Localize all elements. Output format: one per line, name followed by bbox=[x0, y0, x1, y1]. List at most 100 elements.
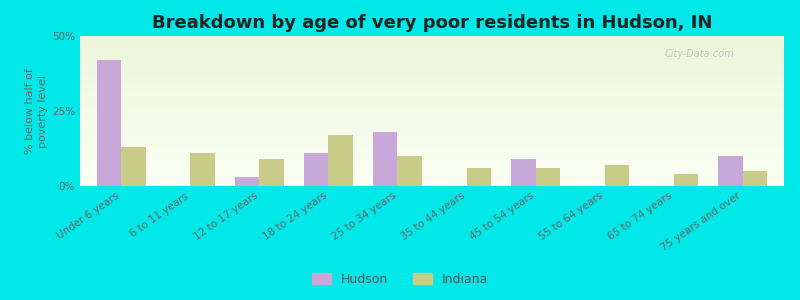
Bar bbox=[80, 177, 784, 178]
Bar bbox=[80, 84, 784, 86]
Bar bbox=[80, 110, 784, 111]
Bar bbox=[80, 158, 784, 159]
Bar bbox=[122, 147, 146, 186]
Bar bbox=[80, 138, 784, 140]
Bar bbox=[80, 40, 784, 42]
Bar bbox=[80, 141, 784, 142]
Bar bbox=[80, 174, 784, 176]
Bar bbox=[80, 116, 784, 117]
Bar bbox=[80, 78, 784, 80]
Bar bbox=[80, 128, 784, 129]
Bar bbox=[80, 122, 784, 123]
Bar bbox=[742, 171, 766, 186]
Bar bbox=[80, 148, 784, 150]
Bar bbox=[80, 45, 784, 46]
Bar bbox=[80, 70, 784, 72]
Bar bbox=[80, 54, 784, 56]
Bar bbox=[80, 82, 784, 84]
Bar bbox=[80, 112, 784, 114]
Bar bbox=[80, 159, 784, 160]
Bar bbox=[80, 61, 784, 63]
Bar bbox=[80, 140, 784, 141]
Bar bbox=[80, 66, 784, 68]
Bar bbox=[80, 156, 784, 158]
Bar bbox=[80, 105, 784, 106]
Bar bbox=[80, 102, 784, 104]
Bar bbox=[80, 103, 784, 105]
Bar bbox=[718, 156, 742, 186]
Bar bbox=[80, 38, 784, 39]
Bar bbox=[80, 63, 784, 64]
Bar bbox=[80, 50, 784, 51]
Bar bbox=[80, 39, 784, 40]
Bar bbox=[80, 184, 784, 186]
Bar bbox=[80, 74, 784, 75]
Bar bbox=[80, 176, 784, 177]
Bar bbox=[80, 48, 784, 50]
Bar bbox=[80, 130, 784, 132]
Bar bbox=[80, 56, 784, 57]
Bar bbox=[80, 80, 784, 81]
Bar bbox=[80, 92, 784, 93]
Bar bbox=[80, 90, 784, 92]
Bar bbox=[80, 129, 784, 130]
Bar bbox=[235, 177, 259, 186]
Bar bbox=[80, 60, 784, 61]
Bar bbox=[80, 172, 784, 174]
Bar bbox=[80, 72, 784, 74]
Bar bbox=[605, 165, 629, 186]
Bar bbox=[80, 147, 784, 148]
Bar bbox=[304, 153, 329, 186]
Bar bbox=[80, 87, 784, 88]
Bar bbox=[80, 168, 784, 170]
Bar bbox=[80, 134, 784, 135]
Bar bbox=[80, 36, 784, 38]
Bar bbox=[80, 94, 784, 96]
Bar bbox=[80, 99, 784, 100]
Bar bbox=[80, 183, 784, 184]
Legend: Hudson, Indiana: Hudson, Indiana bbox=[307, 268, 493, 291]
Bar bbox=[80, 164, 784, 165]
Bar bbox=[80, 46, 784, 48]
Bar bbox=[80, 144, 784, 146]
Bar bbox=[80, 132, 784, 134]
Bar bbox=[80, 76, 784, 78]
Bar bbox=[374, 132, 398, 186]
Bar bbox=[80, 160, 784, 162]
Bar bbox=[80, 162, 784, 164]
Bar bbox=[98, 60, 122, 186]
Bar bbox=[80, 58, 784, 60]
Bar bbox=[80, 51, 784, 52]
Bar bbox=[80, 93, 784, 94]
Bar bbox=[80, 167, 784, 168]
Bar bbox=[80, 120, 784, 122]
Bar bbox=[80, 85, 784, 87]
Bar bbox=[80, 81, 784, 82]
Title: Breakdown by age of very poor residents in Hudson, IN: Breakdown by age of very poor residents … bbox=[152, 14, 712, 32]
Bar bbox=[80, 117, 784, 118]
Bar bbox=[80, 111, 784, 112]
Bar bbox=[80, 169, 784, 171]
Bar bbox=[80, 64, 784, 66]
Y-axis label: % below half of
poverty level: % below half of poverty level bbox=[25, 68, 48, 154]
Bar bbox=[80, 114, 784, 116]
Bar bbox=[80, 96, 784, 98]
Bar bbox=[80, 108, 784, 110]
Bar bbox=[80, 44, 784, 45]
Bar bbox=[80, 171, 784, 172]
Bar bbox=[80, 106, 784, 108]
Bar bbox=[80, 68, 784, 69]
Bar bbox=[80, 152, 784, 153]
Bar bbox=[466, 168, 490, 186]
Bar bbox=[80, 180, 784, 182]
Bar bbox=[80, 150, 784, 152]
Bar bbox=[80, 57, 784, 58]
Bar bbox=[80, 146, 784, 147]
Bar bbox=[80, 123, 784, 124]
Bar bbox=[398, 156, 422, 186]
Bar bbox=[80, 165, 784, 166]
Bar bbox=[80, 178, 784, 180]
Text: City-Data.com: City-Data.com bbox=[665, 49, 734, 59]
Bar bbox=[80, 75, 784, 76]
Bar bbox=[80, 126, 784, 128]
